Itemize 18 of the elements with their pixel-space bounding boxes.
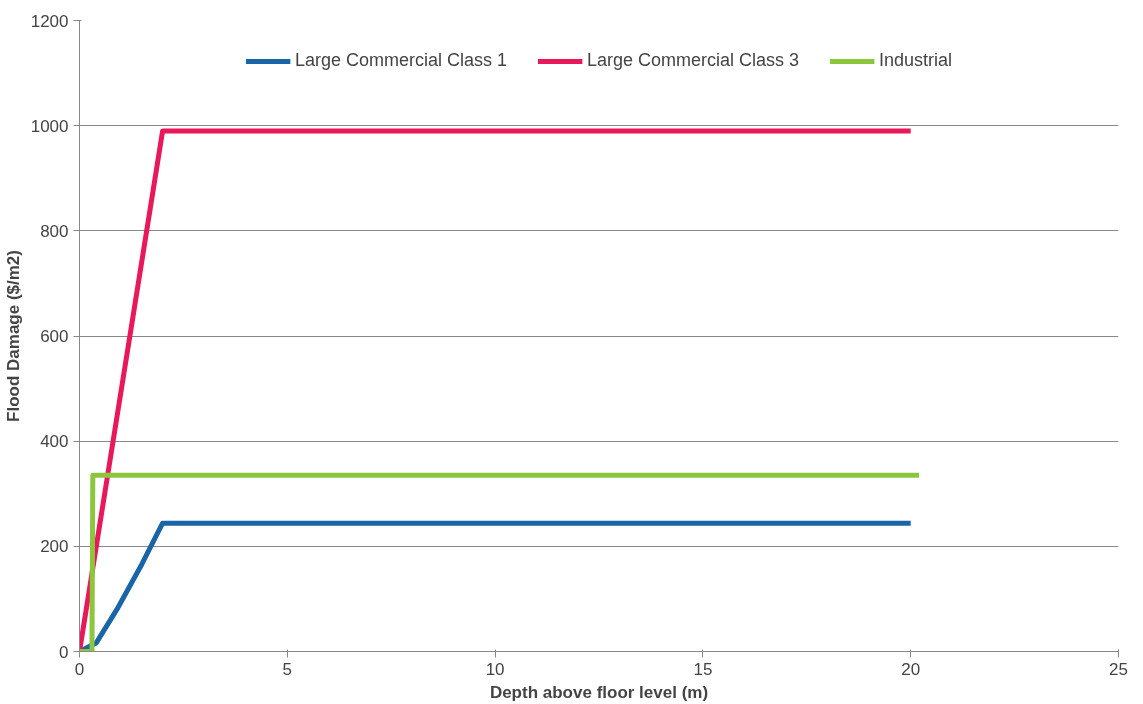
- y-tick-label: 1200: [30, 11, 69, 31]
- x-tick-label: 0: [74, 659, 85, 679]
- y-axis-title: Flood Damage ($/m2): [3, 250, 23, 422]
- y-tick-label: 600: [40, 327, 69, 346]
- x-axis-title: Depth above floor level (m): [489, 682, 709, 702]
- x-tick-label: 10: [485, 659, 505, 679]
- y-tick-label: 200: [40, 537, 69, 557]
- y-tick-label: 0: [59, 642, 69, 662]
- y-tick-label: 800: [40, 221, 69, 241]
- x-tick-label: 15: [693, 659, 713, 679]
- y-tick-label: 1000: [30, 116, 69, 136]
- legend-label: Large Commercial Class 3: [586, 50, 800, 71]
- x-tick-label: 25: [1109, 659, 1128, 679]
- legend-label: Industrial: [879, 50, 953, 71]
- y-tick-label: 400: [40, 432, 69, 452]
- legend-label: Large Commercial Class 1: [294, 50, 507, 71]
- x-tick-label: 20: [901, 659, 921, 679]
- x-tick-label: 5: [282, 659, 293, 679]
